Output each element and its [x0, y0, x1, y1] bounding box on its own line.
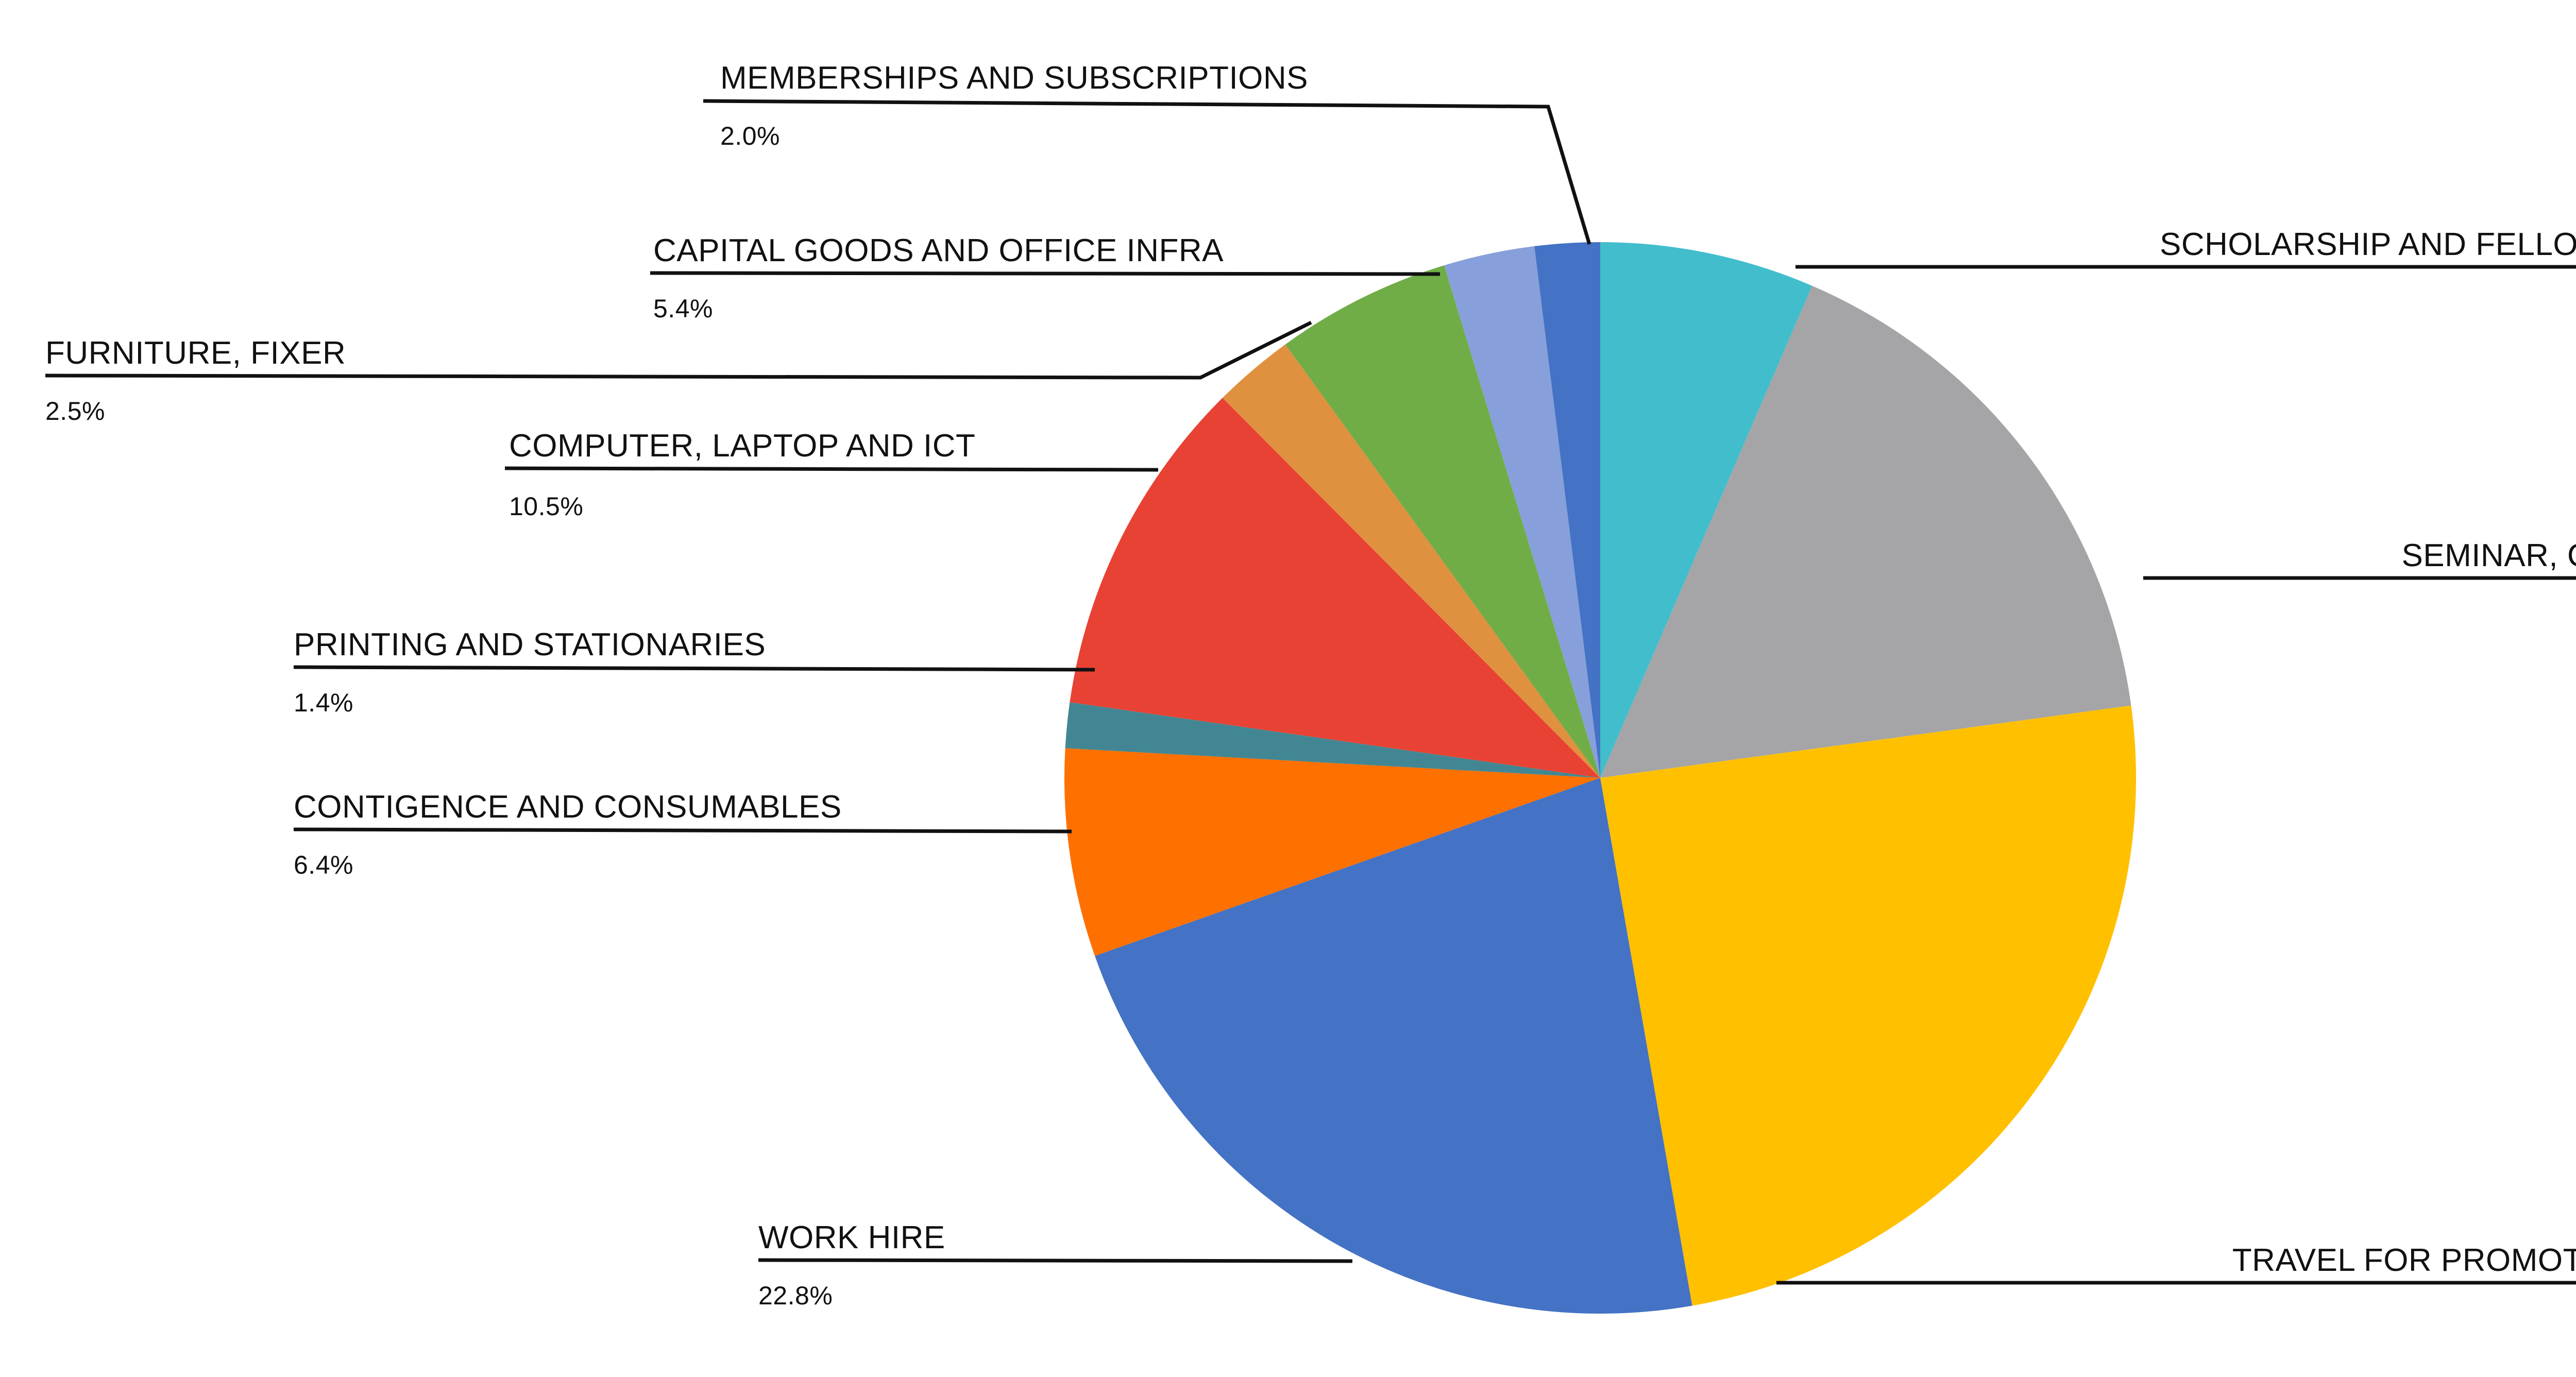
pie-slice-light-blue[interactable]	[1444, 246, 1600, 778]
label-printing-name: PRINTING AND STATIONARIES	[294, 627, 766, 662]
pie-slice-printing[interactable]	[1065, 702, 1600, 778]
label-computer-name: COMPUTER, LAPTOP AND ICT	[509, 428, 975, 464]
label-capital-goods-name: CAPITAL GOODS AND OFFICE INFRA	[653, 233, 1224, 268]
label-memberships-name: MEMBERSHIPS AND SUBSCRIPTIONS	[720, 60, 1308, 96]
label-travel-name: TRAVEL FOR PROMOTION OF INTERNATIONAL RE…	[2232, 1243, 2576, 1278]
leader-memberships	[703, 99, 1591, 245]
label-seminar-name: SEMINAR, CONFERENCE, EVENTS AND DELE...	[2401, 538, 2576, 573]
pie-slice-travel[interactable]	[1600, 705, 2137, 1306]
leader-furniture	[45, 320, 1312, 380]
leader-contigence	[293, 827, 1072, 834]
pie-slice-memberships[interactable]	[1534, 242, 1600, 778]
label-furniture-name: FURNITURE, FIXER	[45, 335, 346, 371]
label-memberships-pct: 2.0%	[720, 122, 780, 150]
leader-computer	[504, 466, 1159, 472]
pie-slice-computer[interactable]	[1070, 398, 1600, 778]
label-contigence-name: CONTIGENCE AND CONSUMABLES	[294, 789, 842, 825]
label-capital-goods-pct: 5.4%	[653, 294, 713, 323]
pie-slice-scholarship[interactable]	[1600, 242, 1812, 778]
slice-labels: MEMBERSHIPS AND SUBSCRIPTIONS 2.0% CAPIT…	[45, 60, 2576, 1310]
leader-capital-goods	[650, 271, 1440, 276]
label-scholarship-name: SCHOLARSHIP AND FELLOWSHIP, AWARDS, REWA…	[2160, 227, 2576, 262]
label-printing-pct: 1.4%	[294, 688, 353, 717]
pie-slices	[1064, 242, 2137, 1314]
pie-slice-seminar[interactable]	[1600, 285, 2131, 778]
label-work-hire-name: WORK HIRE	[758, 1220, 945, 1255]
label-furniture-pct: 2.5%	[45, 397, 105, 426]
label-contigence-pct: 6.4%	[294, 851, 353, 879]
pie-slice-furniture[interactable]	[1222, 344, 1600, 778]
pie-slice-contigence[interactable]	[1064, 748, 1600, 956]
pie-slice-capital-goods[interactable]	[1285, 265, 1600, 778]
pie-slice-work-hire[interactable]	[1095, 778, 1692, 1314]
label-computer-pct: 10.5%	[509, 492, 583, 521]
label-work-hire-pct: 22.8%	[758, 1281, 833, 1310]
leader-lines	[45, 99, 2576, 1285]
leader-work-hire	[758, 1258, 1353, 1263]
leader-printing	[293, 665, 1095, 672]
